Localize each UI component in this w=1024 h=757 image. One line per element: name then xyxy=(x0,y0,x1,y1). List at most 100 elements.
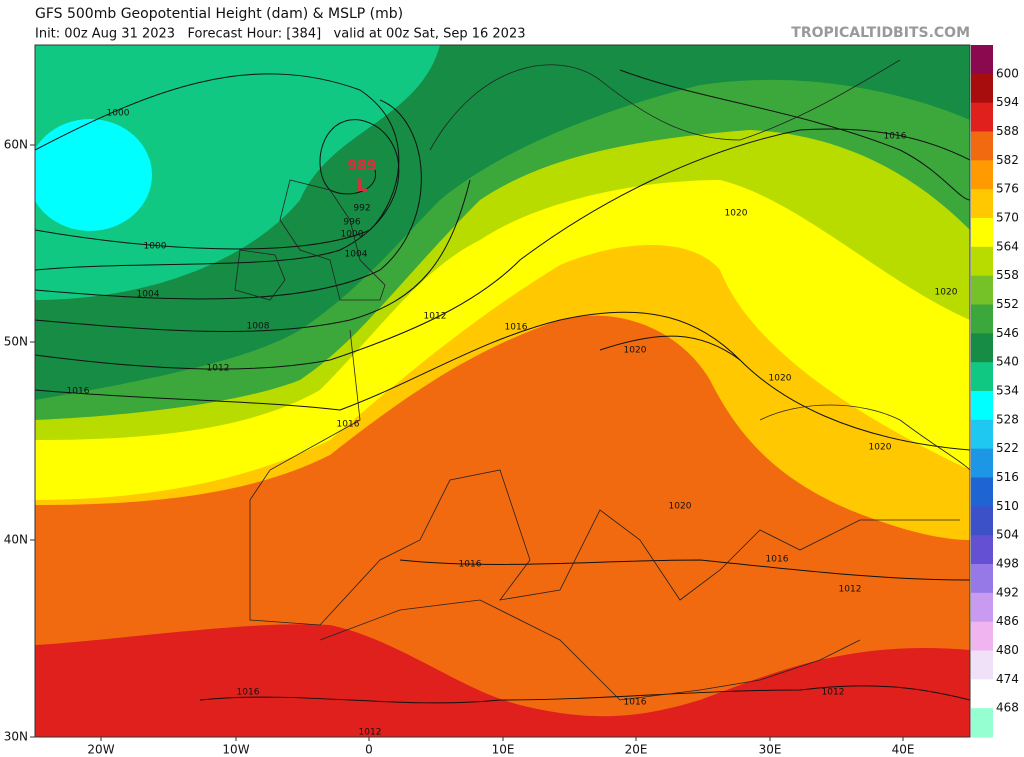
colorbar-box xyxy=(971,448,993,478)
contour-label: 1020 xyxy=(869,443,892,453)
contour-label: 1012 xyxy=(359,728,382,738)
colorbar-box xyxy=(971,564,993,594)
contour-label: 1020 xyxy=(624,346,647,356)
colorbar-box xyxy=(971,304,993,334)
low-pressure: 989 xyxy=(347,158,376,174)
colorbar-box xyxy=(971,45,993,75)
colorbar-label: 546 xyxy=(996,326,1019,340)
colorbar-label: 576 xyxy=(996,182,1019,196)
contour-label: 1004 xyxy=(345,250,368,260)
contour-label: 1020 xyxy=(769,374,792,384)
contour-label: 996 xyxy=(343,218,360,228)
colorbar-box xyxy=(971,160,993,190)
colorbar-box xyxy=(971,535,993,565)
lon-label: 20E xyxy=(625,743,648,757)
contour-label: 1016 xyxy=(337,420,360,430)
colorbar-box xyxy=(971,506,993,536)
contour-label: 1016 xyxy=(884,132,907,142)
contour-label: 1000 xyxy=(341,230,364,240)
map: 1000 1000 1004 1008 1012 1016 1016 1012 1016 992 9… xyxy=(34,44,971,738)
colorbar-label: 570 xyxy=(996,211,1019,225)
contour-label: 1012 xyxy=(822,688,845,698)
colorbar-box xyxy=(971,708,993,738)
contour-label: 1012 xyxy=(839,585,862,595)
lon-label: 0 xyxy=(365,743,373,757)
colorbar-label: 522 xyxy=(996,441,1019,455)
colorbar-label: 600 xyxy=(996,66,1019,80)
colorbar-box xyxy=(971,333,993,363)
contour-label: 992 xyxy=(353,204,370,214)
colorbar-box xyxy=(971,419,993,450)
contour-label: 1020 xyxy=(669,502,692,512)
lat-label: 60N xyxy=(4,138,28,152)
colorbar-label: 498 xyxy=(996,557,1019,571)
colorbar-box xyxy=(971,246,993,277)
colorbar-label: 582 xyxy=(996,153,1019,167)
contour-label: 1020 xyxy=(935,288,958,298)
colorbar-box xyxy=(971,592,993,623)
lon-label: 10W xyxy=(222,743,249,757)
coastlines xyxy=(234,59,970,701)
colorbar-label: 534 xyxy=(996,384,1019,398)
colorbar-box xyxy=(971,218,993,248)
contour-label: 1000 xyxy=(144,242,167,252)
colorbar-label: 588 xyxy=(996,124,1019,138)
contour-labels: 1000 1000 1004 1008 1012 1016 1016 1012 1016 992 9… xyxy=(67,109,958,738)
lat-label: 40N xyxy=(4,533,28,547)
band xyxy=(35,119,152,231)
contour-label: 1016 xyxy=(624,698,647,708)
colorbar-label: 552 xyxy=(996,297,1019,311)
colorbar-label: 516 xyxy=(996,470,1019,484)
colorbar-label: 468 xyxy=(996,701,1019,715)
colorbar-box xyxy=(971,679,993,709)
contour-label: 1008 xyxy=(247,322,270,332)
colorbar-label: 594 xyxy=(996,95,1019,109)
colorbar-label: 564 xyxy=(996,239,1019,253)
band xyxy=(35,45,440,300)
contour-label: 1012 xyxy=(207,364,230,374)
band xyxy=(35,624,970,737)
lat-label: 50N xyxy=(4,335,28,349)
contour-label: 1016 xyxy=(237,688,260,698)
colorbar-box xyxy=(971,621,993,651)
colorbar-label: 474 xyxy=(996,672,1019,686)
colorbar-label: 540 xyxy=(996,355,1019,369)
contour-label: 1004 xyxy=(137,290,160,300)
axes: 60N 50N 40N 30N 20W 10W 0 10E 20E 30E 40E xyxy=(4,138,915,757)
low-symbol: L xyxy=(357,176,368,196)
lon-label: 40E xyxy=(892,743,915,757)
colorbar-box xyxy=(971,189,993,219)
colorbar-label: 492 xyxy=(996,585,1019,599)
colorbar-label: 480 xyxy=(996,643,1019,657)
contour-label: 1000 xyxy=(107,109,130,119)
contour-label: 1016 xyxy=(505,323,528,333)
colorbar-box xyxy=(971,102,993,132)
contour-label: 1016 xyxy=(67,387,90,397)
contour-label: 1012 xyxy=(424,312,447,322)
colorbar-label: 486 xyxy=(996,614,1019,628)
colorbar-label: 504 xyxy=(996,528,1019,542)
colorbar-box xyxy=(971,477,993,507)
lon-label: 30E xyxy=(759,743,782,757)
contour-label: 1016 xyxy=(766,555,789,565)
contour-label: 1020 xyxy=(725,209,748,219)
colorbar-label: 558 xyxy=(996,268,1019,282)
colorbar-box xyxy=(971,73,993,104)
colorbar: 600 594 588 582 576 570 564 558 552 546 540 534 528 5… xyxy=(971,45,1019,738)
colorbar-label: 528 xyxy=(996,412,1019,426)
brand: TROPICALTIDBITS.COM xyxy=(791,25,970,41)
colorbar-label: 510 xyxy=(996,499,1019,513)
lon-label: 20W xyxy=(87,743,114,757)
colorbar-box xyxy=(971,275,993,305)
lat-label: 30N xyxy=(4,730,28,744)
colorbar-box xyxy=(971,650,993,680)
subtitle: Init: 00z Aug 31 2023 Forecast Hour: [38… xyxy=(35,27,526,42)
title: GFS 500mb Geopotential Height (dam) & MS… xyxy=(35,6,403,22)
colorbar-box xyxy=(971,362,993,392)
contour-label: 1016 xyxy=(459,560,482,570)
colorbar-box xyxy=(971,131,993,161)
colorbar-box xyxy=(971,391,993,421)
lon-label: 10E xyxy=(492,743,515,757)
